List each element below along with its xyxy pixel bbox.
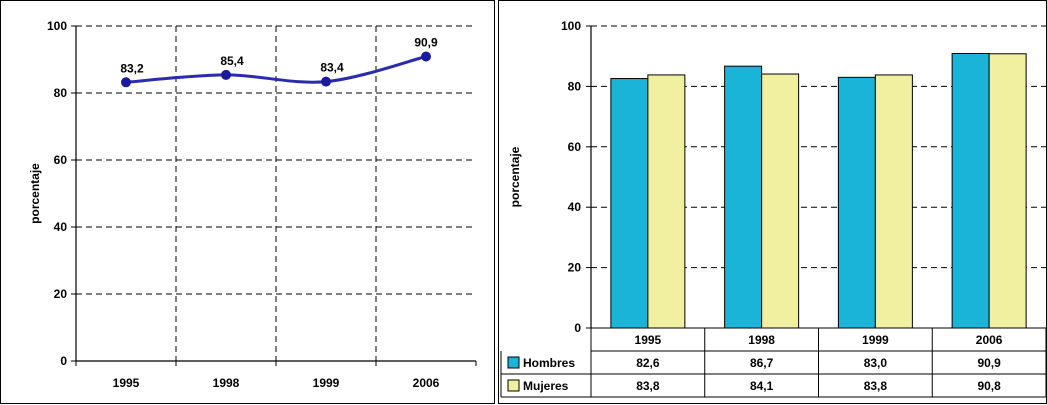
data-point [121,77,131,88]
table-cell: 83,8 [636,379,660,393]
y-tick-label: 60 [54,153,68,167]
table-cell: 82,6 [636,356,660,370]
bar-chart: 0 20 40 60 80 100 porcentaje 1995 1998 1999 2006 Ho… [500,19,1047,398]
bar-hombres [610,78,649,329]
data-label: 90,9 [414,35,438,49]
bar-hombres [837,76,876,329]
x-tick-label: 1995 [635,333,662,347]
bar-mujeres [988,53,1027,329]
y-tick-label: 100 [47,19,67,33]
bar-mujeres [647,74,686,329]
y-tick-label: 80 [54,86,68,100]
legend-swatch-mujeres [507,379,520,392]
data-label: 83,4 [320,61,344,75]
y-tick-label: 20 [568,261,582,275]
bar-mujeres [761,73,800,329]
table-cell: 86,7 [750,356,774,370]
legend-label-hombres: Hombres [523,356,575,370]
data-label: 85,4 [220,54,244,68]
table-cell: 83,8 [864,379,888,393]
x-tick-label: 2006 [413,376,440,390]
y-tick-label: 40 [568,200,582,214]
bar-mujeres [874,74,913,329]
x-tick-label: 1998 [213,376,240,390]
bar-hombres [951,52,990,329]
y-tick-label: 0 [574,321,581,335]
data-point [221,69,231,80]
y-tick-label: 0 [60,354,67,368]
x-tick-label: 1995 [113,376,140,390]
table-cell: 90,9 [977,356,1001,370]
x-tick-label: 2006 [976,333,1003,347]
y-tick-label: 100 [561,19,581,33]
data-point [421,51,431,62]
legend-label-mujeres: Mujeres [523,379,569,393]
line-chart: 0 20 40 60 80 100 1995 1998 1999 2006 porcentaje 83… [28,19,477,390]
table-cell: 84,1 [750,379,774,393]
legend-swatch-hombres [507,356,520,369]
series-line [125,55,427,84]
table-cell: 83,0 [864,356,888,370]
table-cell: 90,8 [977,379,1001,393]
data-point [321,76,331,87]
x-tick-label: 1999 [862,333,889,347]
y-tick-label: 60 [568,140,582,154]
y-axis-label: porcentaje [28,163,42,224]
y-tick-label: 40 [54,220,68,234]
y-axis-label: porcentaje [508,146,522,207]
bar-chart-panel: 0 20 40 60 80 100 porcentaje 1995 1998 1999 2006 Ho… [498,0,1047,404]
x-tick-label: 1998 [748,333,775,347]
bar-hombres [724,65,763,329]
line-chart-panel: 0 20 40 60 80 100 1995 1998 1999 2006 porcentaje 83… [0,0,495,404]
data-label: 83,2 [120,61,144,75]
y-tick-label: 80 [568,79,582,93]
y-tick-label: 20 [54,287,68,301]
x-tick-label: 1999 [313,376,340,390]
